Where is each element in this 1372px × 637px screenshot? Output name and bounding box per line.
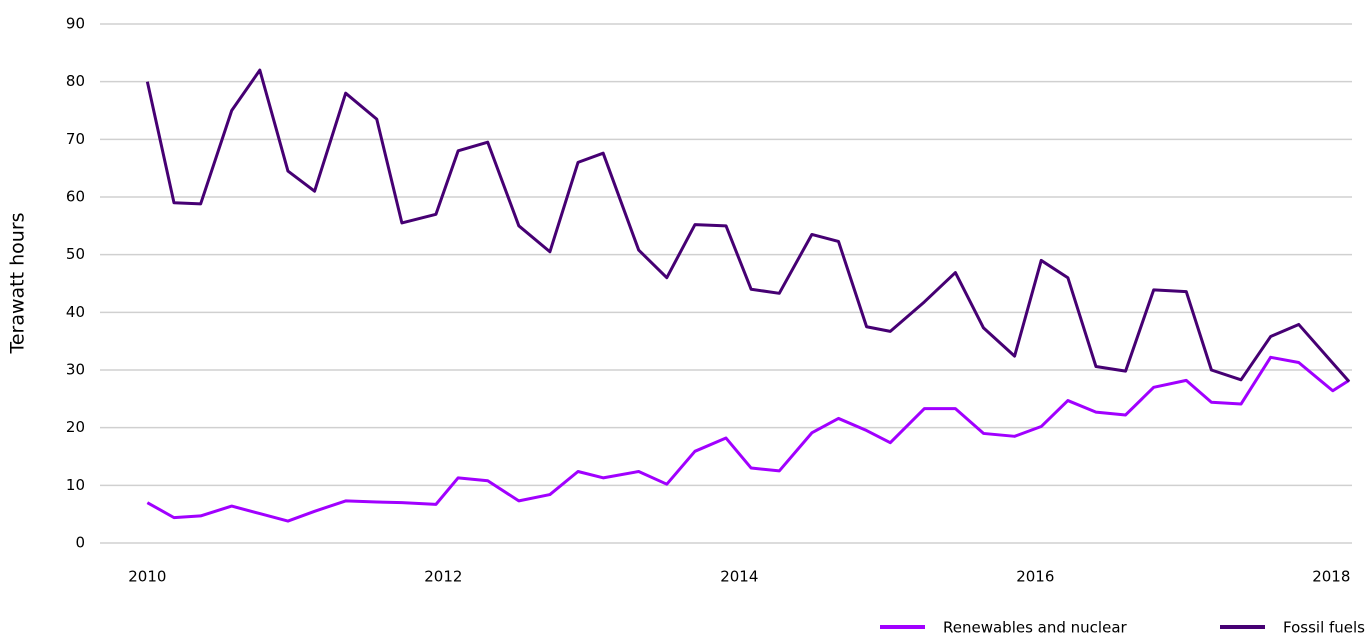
y-tick-label: 80 — [66, 72, 85, 90]
line — [145, 68, 1351, 383]
x-tick-label: 2012 — [424, 568, 462, 586]
y-tick-label: 70 — [66, 130, 85, 148]
y-tick-label: 40 — [66, 303, 85, 321]
y-axis-label: Terawatt hours — [7, 212, 29, 354]
legend-label: Renewables and nuclear — [943, 619, 1128, 637]
x-tick-label: 2016 — [1016, 568, 1054, 586]
x-tick-label: 2018 — [1312, 568, 1350, 586]
y-tick-label: 90 — [66, 15, 85, 33]
legend-label: Fossil fuels — [1283, 619, 1365, 637]
y-tick-label: 20 — [66, 418, 85, 436]
line — [146, 355, 1350, 523]
y-tick-label: 60 — [66, 188, 85, 206]
y-tick-label: 0 — [75, 534, 85, 552]
y-tick-label: 30 — [66, 361, 85, 379]
x-tick-label: 2014 — [720, 568, 758, 586]
x-tick-label: 2010 — [128, 568, 166, 586]
y-tick-label: 50 — [66, 245, 85, 263]
y-tick-label: 10 — [66, 476, 85, 494]
